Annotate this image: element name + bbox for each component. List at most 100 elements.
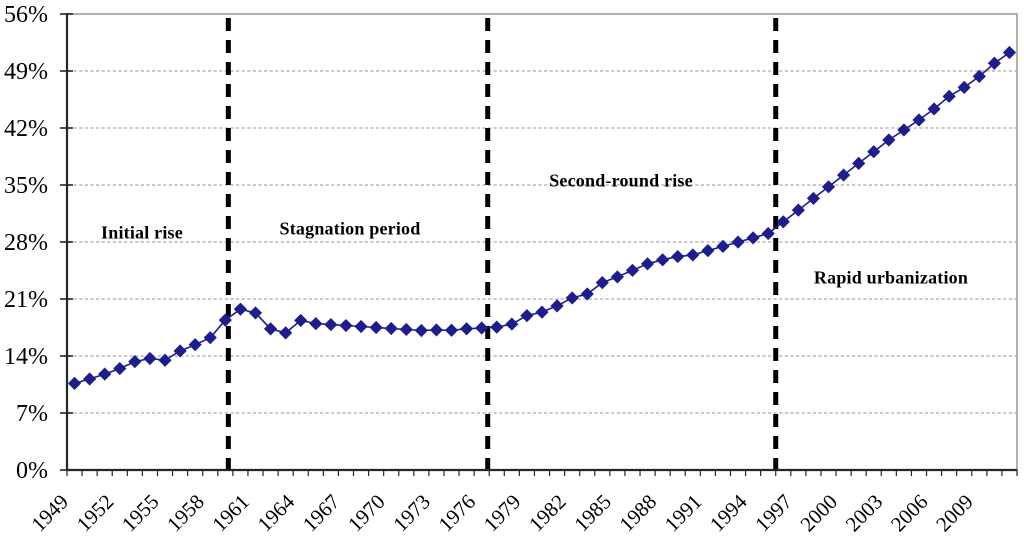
data-point (912, 113, 926, 127)
data-point (399, 322, 413, 337)
y-axis-label: 28% (4, 230, 48, 256)
data-point (429, 323, 444, 337)
y-axis-label: 21% (4, 287, 48, 313)
data-point (836, 168, 851, 182)
x-axis-label: 1982 (524, 490, 571, 537)
data-point (67, 376, 82, 390)
data-point (656, 253, 670, 267)
data-point (565, 291, 579, 305)
data-point (324, 317, 338, 332)
x-axis-label: 1994 (705, 489, 752, 536)
data-point (354, 319, 368, 334)
y-axis-label: 56% (4, 2, 48, 28)
x-axis-label: 2006 (886, 490, 933, 537)
data-point (897, 123, 911, 137)
phase-label-rapid-urbanization: Rapid urbanization (813, 267, 969, 288)
data-point (987, 56, 1001, 70)
x-axis-label: 2003 (841, 490, 888, 537)
x-axis-label: 1973 (388, 490, 435, 537)
data-point (746, 231, 760, 245)
data-point (731, 235, 745, 249)
data-point (505, 317, 519, 331)
data-point (550, 299, 564, 313)
data-point (610, 270, 624, 284)
y-axis-label: 49% (4, 59, 48, 85)
data-point (821, 180, 836, 194)
x-axis-label: 1952 (72, 490, 119, 537)
y-axis-label: 35% (4, 173, 48, 199)
data-point (595, 276, 609, 290)
data-point (852, 156, 866, 170)
data-point (972, 69, 986, 83)
data-point (188, 338, 202, 352)
data-point (535, 305, 549, 319)
x-axis-label: 1985 (569, 490, 616, 537)
data-point (98, 367, 112, 381)
x-axis-label: 1958 (162, 490, 209, 537)
data-point (218, 313, 232, 327)
x-axis-label: 1997 (750, 490, 797, 537)
x-axis-label: 1964 (253, 489, 300, 536)
x-axis-label: 1991 (660, 490, 707, 537)
data-point (1002, 45, 1017, 60)
data-point (384, 321, 398, 336)
data-point (475, 321, 489, 335)
data-point (248, 306, 263, 320)
data-point (369, 320, 383, 335)
data-point (460, 322, 474, 336)
phase-label-initial-rise: Initial rise (101, 222, 183, 243)
data-point (520, 309, 534, 323)
x-axis-label: 1976 (434, 490, 481, 537)
data-point (309, 316, 323, 331)
data-point (580, 287, 594, 301)
x-axis-label: 1961 (207, 490, 254, 537)
data-point (143, 351, 157, 366)
x-axis-label: 1979 (479, 490, 526, 537)
data-point (128, 355, 142, 369)
x-axis-label: 1955 (117, 490, 164, 537)
data-point (957, 80, 971, 94)
data-point (942, 89, 956, 103)
x-axis-label: 1967 (298, 490, 345, 537)
data-point (882, 133, 896, 147)
data-point (263, 322, 278, 336)
data-point (927, 102, 941, 116)
data-point (867, 145, 881, 159)
data-point (701, 244, 715, 258)
data-point (233, 302, 248, 316)
data-point (776, 215, 790, 229)
data-point (806, 191, 821, 206)
data-point (671, 249, 685, 264)
data-point (83, 372, 97, 386)
y-axis-label: 0% (16, 458, 48, 484)
data-point (444, 323, 459, 337)
x-axis-label: 2000 (795, 490, 842, 537)
phase-label-stagnation-period: Stagnation period (279, 218, 421, 239)
data-point (173, 344, 187, 358)
data-point (294, 313, 308, 328)
data-point (686, 248, 700, 262)
phase-label-second-round-rise: Second-round rise (549, 170, 693, 191)
y-axis-label: 42% (4, 116, 48, 142)
x-axis-label: 1970 (343, 490, 390, 537)
data-point (203, 331, 217, 345)
data-point (113, 361, 127, 376)
y-axis-label: 14% (4, 344, 48, 370)
data-point (158, 353, 172, 367)
y-axis-label: 7% (16, 401, 48, 427)
data-point (716, 239, 730, 253)
data-point (414, 323, 428, 338)
data-point (625, 263, 640, 277)
data-point (339, 318, 353, 333)
data-point (791, 203, 805, 217)
x-axis-label: 1949 (26, 490, 73, 537)
data-point (490, 320, 504, 334)
data-point (761, 226, 775, 241)
data-line (74, 51, 1010, 385)
data-point (640, 257, 655, 271)
x-axis-label: 2009 (931, 490, 978, 537)
x-axis-label: 1988 (615, 490, 662, 537)
data-point (279, 326, 293, 340)
